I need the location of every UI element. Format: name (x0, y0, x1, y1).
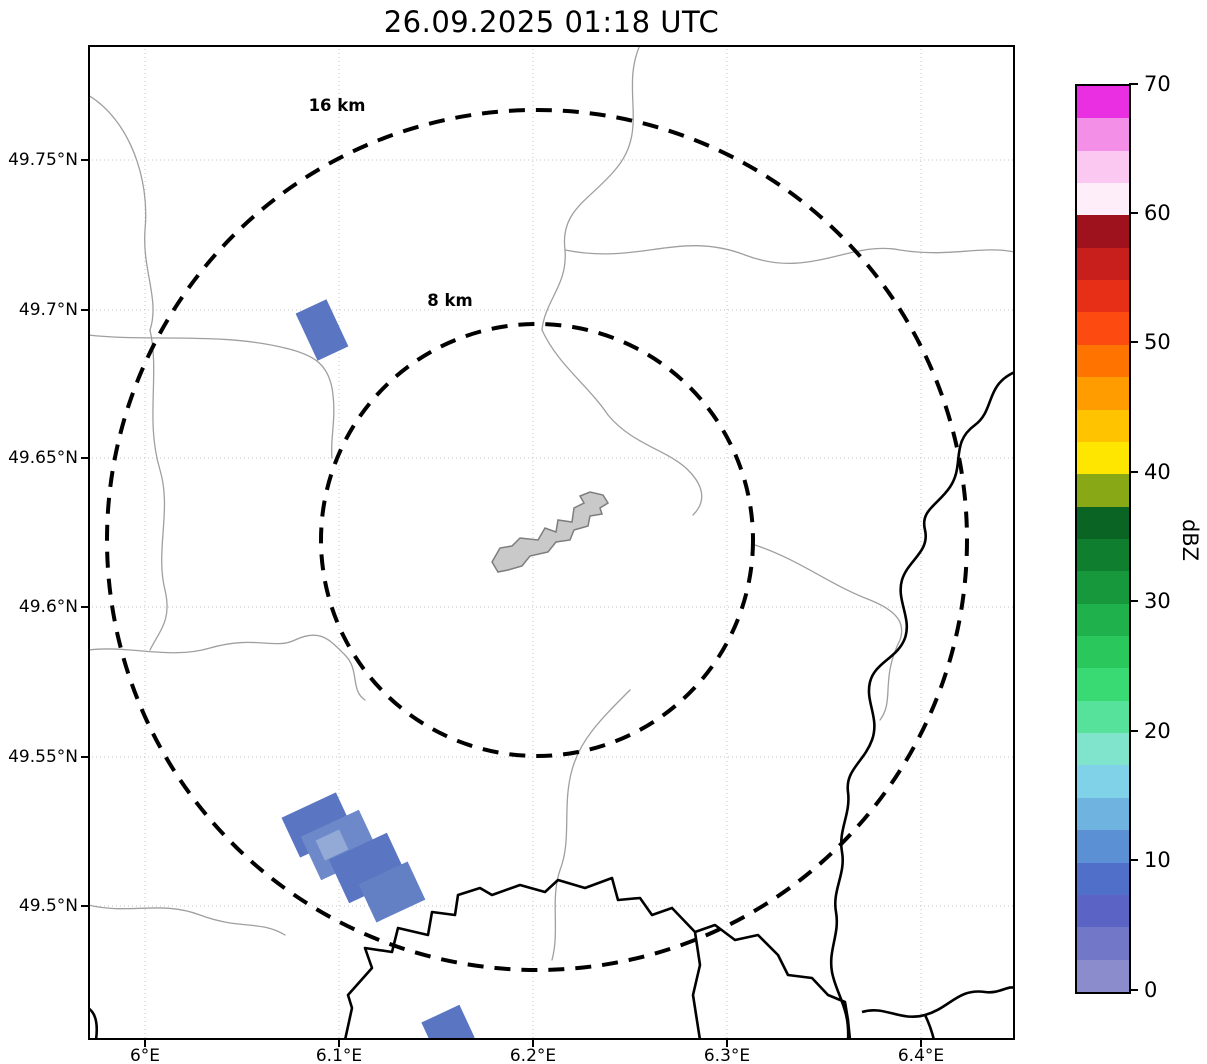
country-border-lines (88, 370, 1015, 1040)
y-tick-mark (81, 606, 88, 608)
y-tick-mark (81, 159, 88, 161)
radar-echo-cells (281, 299, 475, 1040)
colorbar-segment (1077, 506, 1129, 539)
colorbar-tick-label: 30 (1144, 589, 1171, 613)
x-tick-mark (532, 1040, 534, 1047)
y-tick-label: 49.7°N (18, 300, 78, 320)
colorbar-segment (1077, 377, 1129, 410)
colorbar-segment (1077, 927, 1129, 960)
colorbar-tick-mark (1129, 730, 1138, 732)
y-tick-mark (81, 457, 88, 459)
colorbar-tick-mark (1129, 83, 1138, 85)
colorbar-tick-mark (1129, 212, 1138, 214)
colorbar-tick-label: 50 (1144, 330, 1171, 354)
colorbar-segment (1077, 571, 1129, 604)
colorbar-segment (1077, 118, 1129, 151)
colorbar-segment (1077, 215, 1129, 248)
colorbar-tick-mark (1129, 989, 1138, 991)
x-tick-mark (920, 1040, 922, 1047)
colorbar-segment (1077, 247, 1129, 281)
colorbar-tick-label: 70 (1144, 72, 1171, 96)
x-tick-label: 6.3°E (703, 1046, 751, 1064)
x-tick-mark (726, 1040, 728, 1047)
x-tick-mark (144, 1040, 146, 1047)
ring-label-8km: 8 km (427, 291, 472, 310)
colorbar-segment (1077, 150, 1129, 184)
range-ring-16km (105, 108, 969, 972)
colorbar-segment (1077, 765, 1129, 798)
y-tick-label: 49.5°N (18, 896, 78, 916)
colorbar-tick-mark (1129, 600, 1138, 602)
y-tick-label: 49.55°N (8, 747, 78, 767)
colorbar-segment (1077, 733, 1129, 766)
colorbar-tick-mark (1129, 471, 1138, 473)
map-canvas: 16 km 8 km (88, 45, 1015, 1040)
colorbar-tick-label: 10 (1144, 848, 1171, 872)
colorbar-tick-label: 40 (1144, 460, 1171, 484)
ring-label-16km: 16 km (309, 96, 366, 115)
y-tick-mark (81, 905, 88, 907)
colorbar-tick-mark (1129, 859, 1138, 861)
colorbar-segment (1077, 280, 1129, 313)
colorbar-segment (1077, 603, 1129, 637)
colorbar-segment (1077, 312, 1129, 345)
colorbar-segment (1077, 959, 1129, 992)
colorbar-segment (1077, 894, 1129, 928)
colorbar-segment (1077, 441, 1129, 475)
colorbar-tick-label: 20 (1144, 719, 1171, 743)
colorbar-segment (1077, 636, 1129, 669)
x-tick-label: 6.1°E (315, 1046, 363, 1064)
admin-boundary-lines (88, 45, 1015, 961)
x-tick-label: 6.2°E (509, 1046, 557, 1064)
plot-border (88, 45, 1015, 1040)
y-tick-label: 49.75°N (8, 150, 78, 170)
colorbar-segment (1077, 409, 1129, 442)
colorbar-segment (1077, 862, 1129, 895)
y-tick-label: 49.6°N (18, 597, 78, 617)
colorbar-gradient (1075, 84, 1131, 994)
colorbar-axis-label: dBZ (1178, 518, 1202, 562)
colorbar-segment (1077, 700, 1129, 734)
colorbar-tick-label: 0 (1144, 978, 1158, 1002)
colorbar-segment (1077, 344, 1129, 378)
airport-polygon (491, 491, 610, 573)
y-tick-mark (81, 756, 88, 758)
colorbar-segment (1077, 85, 1129, 119)
y-tick-mark (81, 309, 88, 311)
colorbar-segment (1077, 183, 1129, 216)
grid-lines (88, 45, 1015, 1040)
colorbar-tick-mark (1129, 341, 1138, 343)
colorbar-segment (1077, 538, 1129, 572)
figure-title: 26.09.2025 01:18 UTC (383, 5, 720, 39)
y-tick-label: 49.65°N (8, 448, 78, 468)
colorbar-segment (1077, 474, 1129, 507)
x-tick-mark (338, 1040, 340, 1047)
x-tick-label: 6°E (129, 1046, 161, 1064)
range-ring-8km (319, 322, 755, 758)
x-tick-label: 6.4°E (897, 1046, 945, 1064)
colorbar-segment (1077, 797, 1129, 831)
colorbar-segment (1077, 830, 1129, 863)
colorbar-tick-label: 60 (1144, 201, 1171, 225)
colorbar-segment (1077, 668, 1129, 701)
